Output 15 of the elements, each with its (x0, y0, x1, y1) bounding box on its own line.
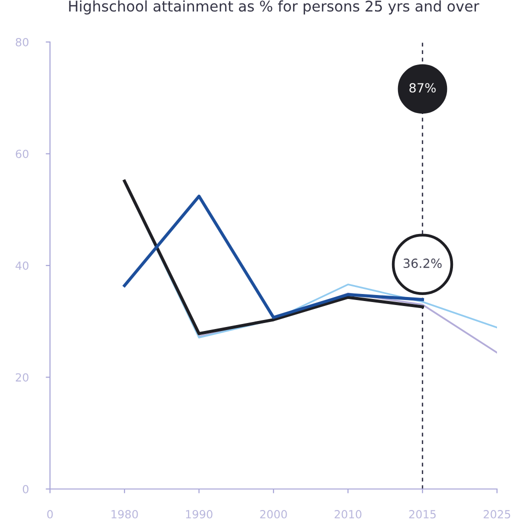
x-tick-label: 2025 (484, 510, 510, 518)
y-tick-label: 60 (16, 150, 28, 158)
x-tick-label: 2000 (260, 510, 287, 518)
x-tick-label: 0 (47, 510, 53, 518)
annotation: 87% (409, 83, 436, 93)
y-tick-label: 40 (16, 261, 28, 270)
x-tick-label: 1980 (112, 510, 138, 518)
y-tick-label: 0 (22, 484, 28, 494)
x-tick-label: 1990 (186, 510, 212, 518)
chart-title: Highschool attainment as % for persons 25 yrs and over (69, 0, 480, 14)
x-tick-label: 2015 (409, 510, 436, 518)
x-tick-label: 2010 (334, 510, 362, 518)
annotation: 36.2% (404, 258, 442, 268)
y-tick-label: 80 (16, 38, 28, 46)
y-tick-label: 20 (16, 373, 28, 382)
